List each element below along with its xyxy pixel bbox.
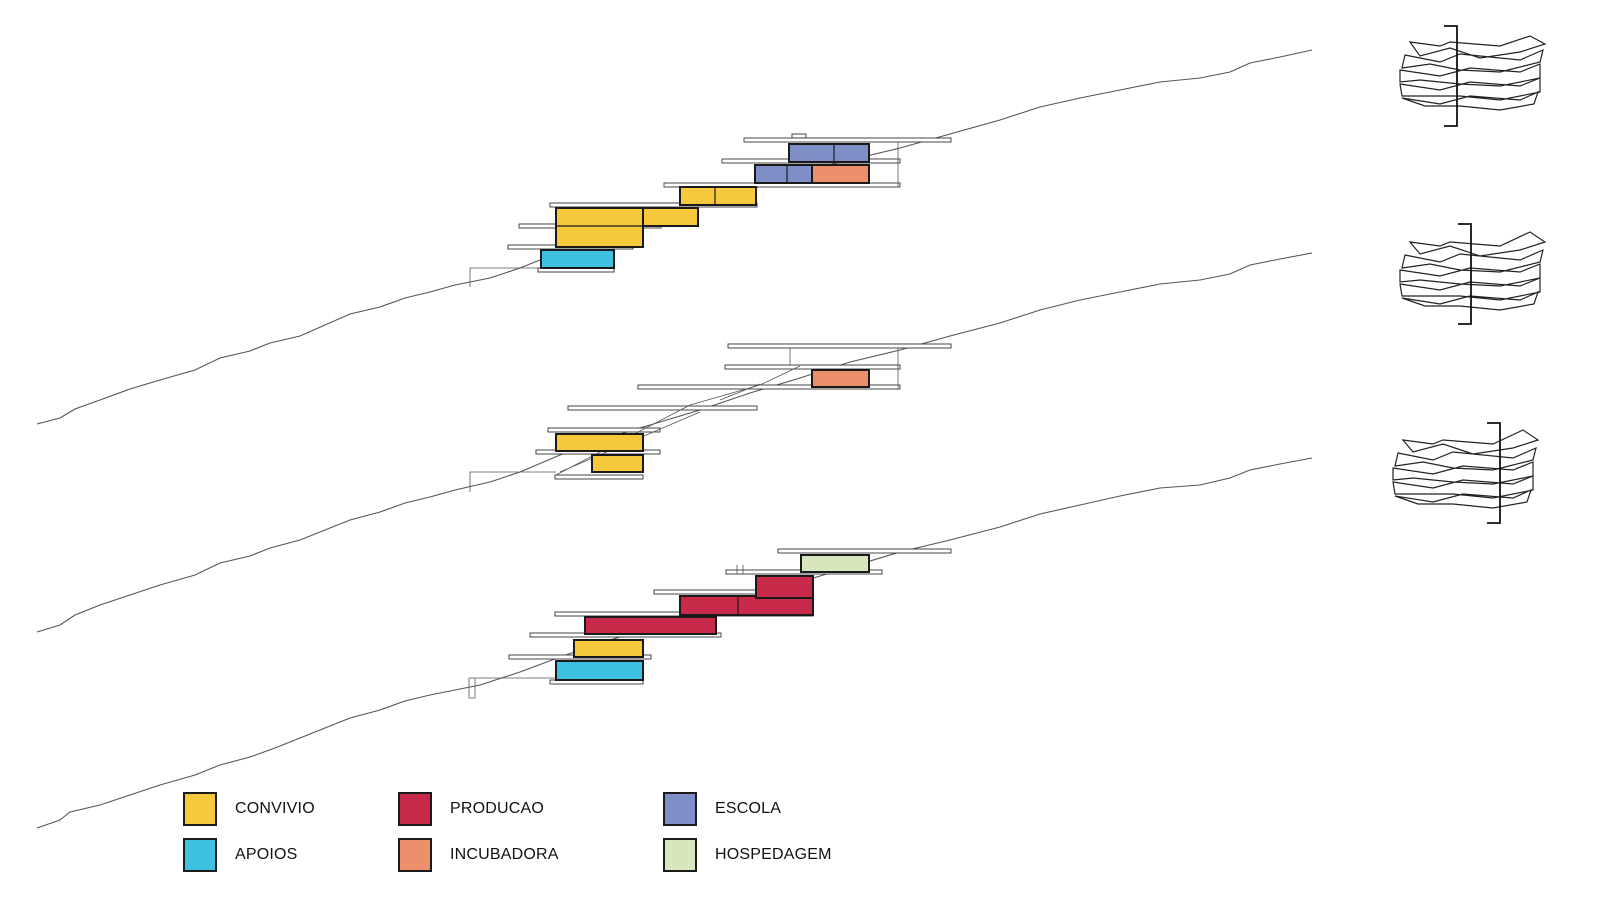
convivio-block — [642, 207, 699, 227]
section-1 — [36, 49, 1313, 425]
floor-slab — [637, 384, 901, 390]
apoios-block — [540, 249, 615, 269]
convivio-block — [679, 186, 757, 206]
terrain-profile-2 — [36, 252, 1313, 633]
floor-slab — [554, 474, 644, 480]
hospedagem-block — [800, 554, 870, 573]
terrain-profile-3 — [36, 457, 1313, 829]
convivio-block — [555, 433, 644, 452]
roof-skylight — [791, 133, 807, 139]
producao-block — [584, 616, 717, 635]
escola-block — [788, 143, 870, 163]
incubadora-block — [811, 164, 870, 184]
producao-block — [679, 595, 814, 616]
section-3 — [36, 457, 1313, 829]
key-plan-1 — [1399, 25, 1547, 127]
floor-slab — [724, 364, 901, 370]
retaining-wall — [469, 348, 899, 492]
incubadora-block — [811, 369, 870, 388]
retaining-wall — [469, 142, 899, 287]
roof-slab — [743, 137, 952, 143]
section-cut-bracket — [1458, 223, 1472, 325]
section-cut-bracket — [1444, 25, 1458, 127]
convivio-block — [591, 454, 644, 473]
convivio-block — [555, 207, 644, 248]
key-plan-3 — [1392, 422, 1540, 524]
section-3-blocks — [555, 554, 870, 681]
floor-slab — [547, 427, 661, 433]
section-1-blocks — [540, 143, 870, 269]
retaining-wall — [468, 565, 744, 699]
apoios-block — [555, 660, 644, 681]
convivio-block — [573, 639, 644, 658]
section-2-blocks — [555, 369, 870, 473]
section-cut-bracket — [1487, 422, 1501, 524]
producao-block — [755, 575, 814, 599]
escola-block — [754, 164, 813, 184]
slab-edge-marks — [663, 138, 745, 187]
section-2-slabs — [469, 343, 952, 492]
terrain-profile-1 — [36, 49, 1313, 425]
roof-slab — [777, 548, 952, 554]
floor-slab — [567, 405, 758, 411]
key-plan-2 — [1399, 223, 1547, 325]
section-2 — [36, 252, 1313, 633]
roof-slab — [727, 343, 952, 349]
